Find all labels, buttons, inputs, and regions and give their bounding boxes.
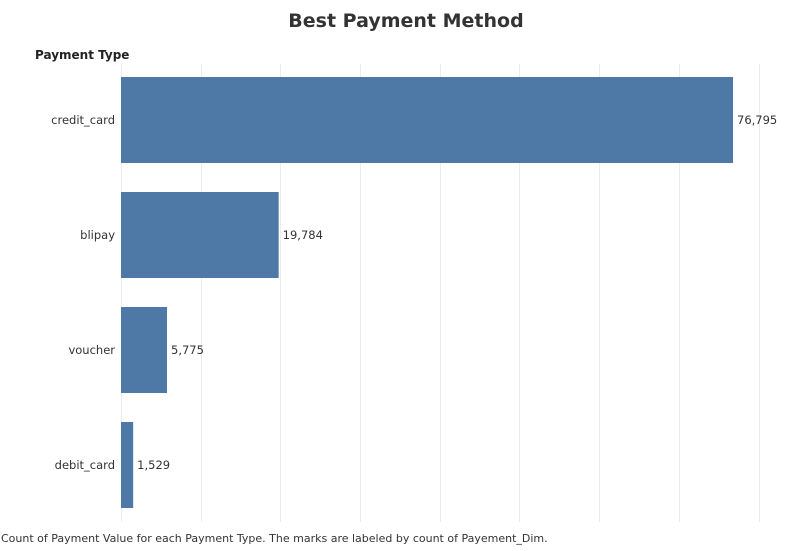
bars [121, 77, 733, 508]
category-label-credit_card: credit_card [51, 113, 115, 127]
chart-caption: Count of Payment Value for each Payment … [1, 532, 548, 545]
value-label-debit_card: 1,529 [137, 458, 170, 472]
value-label-voucher: 5,775 [171, 343, 204, 357]
bar-debit_card [121, 422, 134, 508]
bar-blipay [121, 192, 279, 278]
category-label-debit_card: debit_card [55, 458, 115, 472]
labels: credit_card 76,795 blipay 19,784 voucher 5,77… [51, 113, 777, 472]
value-label-blipay: 19,784 [283, 228, 323, 242]
category-label-blipay: blipay [80, 228, 115, 242]
row-header: Payment Type [35, 48, 129, 62]
category-label-voucher: voucher [68, 343, 115, 357]
bar-credit_card [121, 77, 733, 163]
value-label-credit_card: 76,795 [737, 113, 777, 127]
chart-title: Best Payment Method [288, 10, 523, 32]
bar-voucher [121, 307, 168, 393]
